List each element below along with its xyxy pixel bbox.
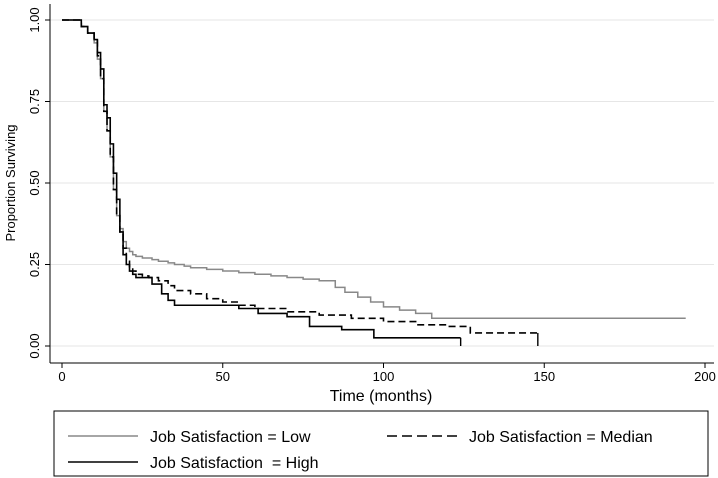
y-tick-label: 0.00 xyxy=(27,333,42,358)
x-axis-title: Time (months) xyxy=(330,388,433,405)
series-high-line xyxy=(62,19,461,339)
gridlines xyxy=(50,19,714,347)
y-tick-label: 1.00 xyxy=(27,7,42,32)
legend-label-high: Job Satisfaction = High xyxy=(150,455,319,472)
x-tick-label: 100 xyxy=(373,369,395,384)
x-tick-label: 50 xyxy=(216,369,230,384)
y-axis-title: Proportion Surviving xyxy=(3,124,18,241)
legend-label-low: Job Satisfaction = Low xyxy=(150,429,311,446)
series-lines xyxy=(62,19,686,346)
x-tick-label: 0 xyxy=(58,369,65,384)
x-tick-label: 200 xyxy=(694,369,716,384)
y-tick-label: 0.25 xyxy=(27,252,42,277)
y-tick-label: 0.75 xyxy=(27,89,42,114)
legend: Job Satisfaction = Low Job Satisfaction … xyxy=(53,410,709,477)
x-tick-label: 150 xyxy=(533,369,555,384)
axes: 0.00 0.25 0.50 0.75 1.00 0 50 100 150 200 xyxy=(27,4,716,384)
legend-box xyxy=(53,410,709,477)
y-tick-label: 0.50 xyxy=(27,170,42,195)
legend-label-median: Job Satisfaction = Median xyxy=(469,429,653,446)
